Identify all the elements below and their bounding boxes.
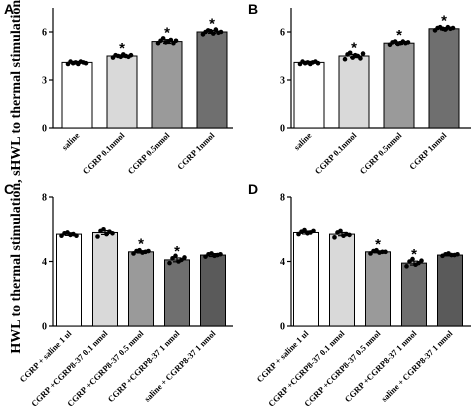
data-point-d xyxy=(332,235,337,240)
significance-star-c: * xyxy=(174,243,180,260)
bar-b xyxy=(293,61,325,129)
y-tick-label-c: 4 xyxy=(42,257,47,268)
data-point-a xyxy=(173,38,179,44)
category-label-b: CGRP 0.1nmol xyxy=(313,130,359,176)
y-tick-label-a: 6 xyxy=(42,28,47,39)
data-point-d xyxy=(404,264,409,269)
data-point-a xyxy=(213,27,219,32)
data-point-c xyxy=(146,248,151,254)
panel-letter-b: B xyxy=(248,1,258,17)
panel-a: 0 3 6 saline * CGRP 0.1nmol * CGRP 0.5nmol * CGRP… xyxy=(42,8,233,176)
category-label-b: saline xyxy=(292,130,314,152)
category-label-a: saline xyxy=(60,130,82,152)
significance-star-c: * xyxy=(138,236,144,253)
bar-a xyxy=(61,61,93,129)
bar-a xyxy=(151,41,183,129)
data-point-d xyxy=(347,232,352,238)
significance-star-a: * xyxy=(209,16,215,33)
category-label-b: CGRP 0.5nmol xyxy=(358,130,404,176)
data-point-d xyxy=(419,258,424,263)
panel-letter-c: C xyxy=(4,181,14,197)
data-point-d xyxy=(455,251,460,257)
data-point-c xyxy=(173,253,178,259)
bar-c xyxy=(56,233,82,327)
category-label-d: saline + CGRP8-37 1 nmol xyxy=(379,328,455,404)
bar-c xyxy=(200,254,226,327)
y-tick-label-d: 0 xyxy=(280,322,285,333)
category-label-a: CGRP 1nmol xyxy=(175,130,217,172)
data-point-b xyxy=(315,60,321,66)
data-point-d xyxy=(311,228,316,234)
panel-letter-a: A xyxy=(4,1,14,17)
panel-letter-d: D xyxy=(248,181,258,197)
data-point-d xyxy=(383,249,388,255)
bar-b xyxy=(383,42,415,129)
data-point-c xyxy=(182,255,187,260)
panels: 0 3 6 saline * CGRP 0.1nmol * CGRP 0.5nmol * CGRP… xyxy=(17,8,471,409)
data-point-a xyxy=(83,60,89,66)
significance-star-b: * xyxy=(396,27,402,44)
y-tick-label-b: 0 xyxy=(280,124,285,135)
data-point-a xyxy=(128,52,134,58)
significance-star-a: * xyxy=(164,25,170,42)
data-point-b xyxy=(450,25,456,31)
y-tick-label-d: 4 xyxy=(280,257,285,268)
bar-d xyxy=(437,254,463,327)
data-point-c xyxy=(101,226,106,232)
category-label-c: saline + CGRP8-37 1 nmol xyxy=(142,328,218,404)
significance-star-b: * xyxy=(441,13,447,30)
significance-star-b: * xyxy=(351,39,357,56)
significance-star-d: * xyxy=(411,246,417,263)
y-tick-label-a: 3 xyxy=(42,76,47,87)
bar-d xyxy=(293,231,319,327)
y-axis-label-top: HWL to thermal stimulation, s xyxy=(9,0,24,171)
bar-c xyxy=(164,259,190,327)
category-label-b: CGRP 1nmol xyxy=(407,130,449,172)
y-tick-label-b: 6 xyxy=(280,28,285,39)
category-label-a: CGRP 0.1nmol xyxy=(81,130,127,176)
y-tick-label-b: 3 xyxy=(280,76,285,87)
significance-star-d: * xyxy=(375,236,381,253)
data-point-c xyxy=(218,251,223,257)
data-point-c xyxy=(167,260,172,266)
data-point-a xyxy=(218,29,224,35)
y-tick-label-c: 8 xyxy=(42,193,47,204)
category-label-a: CGRP 0.5nmol xyxy=(126,130,172,176)
data-point-b xyxy=(347,50,353,56)
category-label-c: CGRP +CGRP8-37 1 nmol xyxy=(106,328,182,404)
data-point-b xyxy=(342,56,348,62)
bar-a xyxy=(106,55,138,129)
bar-d xyxy=(401,262,427,327)
category-label-d: CGRP +CGRP8-37 1 nmol xyxy=(343,328,419,404)
significance-star-a: * xyxy=(119,40,125,57)
bar-d xyxy=(365,251,391,327)
bar-c xyxy=(92,231,118,327)
data-point-b xyxy=(360,51,366,56)
data-point-d xyxy=(338,228,343,234)
y-axis-label-bottom: HWL to thermal stimulation, s xyxy=(9,170,24,354)
data-point-b xyxy=(358,56,363,61)
bar-a xyxy=(196,31,228,129)
bar-c xyxy=(128,251,154,327)
data-point-a xyxy=(210,31,216,36)
y-tick-label-a: 0 xyxy=(42,124,47,135)
data-point-c xyxy=(74,233,79,238)
data-point-c xyxy=(110,230,115,236)
data-point-b xyxy=(405,40,411,45)
y-tick-label-c: 0 xyxy=(42,322,47,333)
data-point-d xyxy=(410,256,415,262)
data-point-a xyxy=(168,37,174,43)
panel-b: 0 3 6 saline * CGRP 0.1nmol * CGRP 0.5nmol * CGRP… xyxy=(280,8,471,176)
bar-b xyxy=(428,28,460,129)
data-point-a xyxy=(160,36,166,41)
data-point-c xyxy=(95,234,100,239)
data-point-d xyxy=(302,227,307,233)
y-tick-label-d: 8 xyxy=(280,193,285,204)
bar-b xyxy=(338,55,370,129)
bar-d xyxy=(329,233,355,327)
